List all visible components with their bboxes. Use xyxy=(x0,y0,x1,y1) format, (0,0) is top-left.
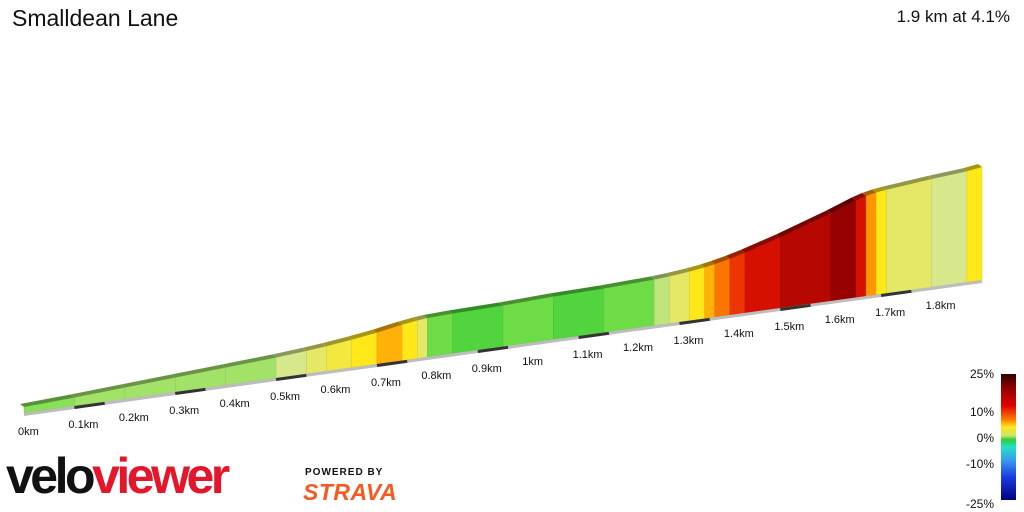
distance-tick-label: 0.7km xyxy=(371,377,401,389)
profile-segment-top xyxy=(599,276,655,289)
profile-segment xyxy=(553,288,605,340)
powered-by-label: POWERED BY xyxy=(305,467,384,478)
distance-ticks: 0km 0.1km 0.2km 0.3km 0.4km 0.5km 0.6km 0.7km 0.… xyxy=(18,280,983,438)
distance-tick-label: 1.7km xyxy=(875,307,905,319)
profile-segment xyxy=(417,317,428,359)
profile-segment-top xyxy=(741,234,781,253)
profile-segment xyxy=(966,166,983,283)
profile-segment xyxy=(865,192,877,297)
profile-segment-top xyxy=(20,394,75,407)
profile-segment-top xyxy=(685,264,705,272)
distance-tick-label: 0.5km xyxy=(270,391,300,403)
distance-band xyxy=(275,373,307,381)
profile-segment xyxy=(931,171,968,288)
strava-logo: STRAVA xyxy=(303,479,398,505)
profile-segment-top xyxy=(448,302,503,314)
distance-tick-label: 0.3km xyxy=(169,405,199,417)
profile-segment-top xyxy=(499,293,554,306)
profile-segment xyxy=(704,263,715,319)
profile-segment-top xyxy=(776,210,831,238)
profile-segment xyxy=(780,213,831,309)
distance-tick-label: 1.1km xyxy=(573,349,603,361)
distance-tick-label: 0.1km xyxy=(68,419,98,431)
profile-segment-top xyxy=(872,186,887,193)
profile-segment-top xyxy=(347,329,377,340)
distance-band xyxy=(175,387,206,395)
profile-segments xyxy=(20,164,983,414)
scale-label-minus-25: -25% xyxy=(965,497,994,511)
page-title: Smalldean Lane xyxy=(12,5,179,31)
distance-tick-label: 1.8km xyxy=(926,300,956,312)
profile-segment-top xyxy=(826,197,856,214)
profile-segment-top xyxy=(710,255,730,265)
veloviewer-logo: veloviewer xyxy=(6,448,230,504)
distance-tick-label: 0.9km xyxy=(472,363,502,375)
profile-segment xyxy=(603,279,655,333)
profile-segment-top xyxy=(221,354,277,368)
profile-segment-top xyxy=(665,268,690,277)
scale-label-minus-10: -10% xyxy=(965,457,994,471)
distance-tick-label: 0.8km xyxy=(421,370,451,382)
profile-segment-top xyxy=(70,384,125,398)
scale-label-25: 25% xyxy=(969,367,994,381)
profile-segment xyxy=(669,271,690,324)
profile-segment-top xyxy=(372,321,403,333)
profile-segment-top xyxy=(549,285,604,297)
profile-segment-top xyxy=(322,336,352,347)
profile-segment-top xyxy=(302,343,327,351)
distance-band xyxy=(679,317,710,325)
profile-segment-top xyxy=(882,175,932,190)
profile-segment-top xyxy=(851,192,867,201)
distance-tick-label: 1.6km xyxy=(825,314,855,326)
distance-tick-label: 0km xyxy=(18,426,39,438)
distance-tick-label: 1.2km xyxy=(623,342,653,354)
distance-tick-label: 0.4km xyxy=(220,398,250,410)
distance-band xyxy=(880,289,912,297)
scale-label-0: 0% xyxy=(976,431,994,445)
distance-tick-label: 1.4km xyxy=(724,328,754,340)
profile-segment-top xyxy=(725,249,746,259)
profile-segment xyxy=(654,276,670,326)
profile-segment xyxy=(830,200,857,302)
profile-segment-top xyxy=(423,310,453,318)
distance-band xyxy=(578,331,610,339)
profile-segment-top xyxy=(398,317,418,325)
distance-tick-label: 1.3km xyxy=(673,335,703,347)
profile-segment xyxy=(729,252,746,316)
profile-segment-top xyxy=(171,364,226,378)
profile-segment xyxy=(875,189,887,295)
profile-segment-top xyxy=(962,164,982,172)
profile-segment xyxy=(714,258,731,318)
profile-segment-top xyxy=(927,168,967,179)
profile-segment-top xyxy=(120,374,176,388)
distance-band xyxy=(376,359,408,367)
profile-segment xyxy=(452,305,504,354)
profile-segment-top xyxy=(413,315,428,321)
profile-segment-top xyxy=(650,273,670,280)
profile-segment xyxy=(886,178,932,294)
gradient-color-scale xyxy=(1001,374,1016,500)
distance-tick-label: 0.2km xyxy=(119,412,149,424)
distance-tick-label: 1km xyxy=(522,356,543,368)
profile-segment xyxy=(401,320,418,361)
profile-segment-top xyxy=(862,189,877,196)
distance-tick-label: 1.5km xyxy=(774,321,804,333)
climb-summary: 1.9 km at 4.1% xyxy=(896,7,1010,26)
scale-label-10: 10% xyxy=(969,405,994,419)
profile-segment xyxy=(306,345,327,375)
profile-segment-top xyxy=(272,347,307,358)
profile-segment-top xyxy=(700,261,715,268)
profile-segment xyxy=(427,313,453,358)
distance-tick-label: 0.6km xyxy=(321,384,351,396)
distance-band xyxy=(477,345,509,353)
distance-band xyxy=(74,401,105,409)
distance-band xyxy=(780,303,811,311)
profile-segment xyxy=(855,195,867,298)
profile-segment xyxy=(689,267,705,321)
